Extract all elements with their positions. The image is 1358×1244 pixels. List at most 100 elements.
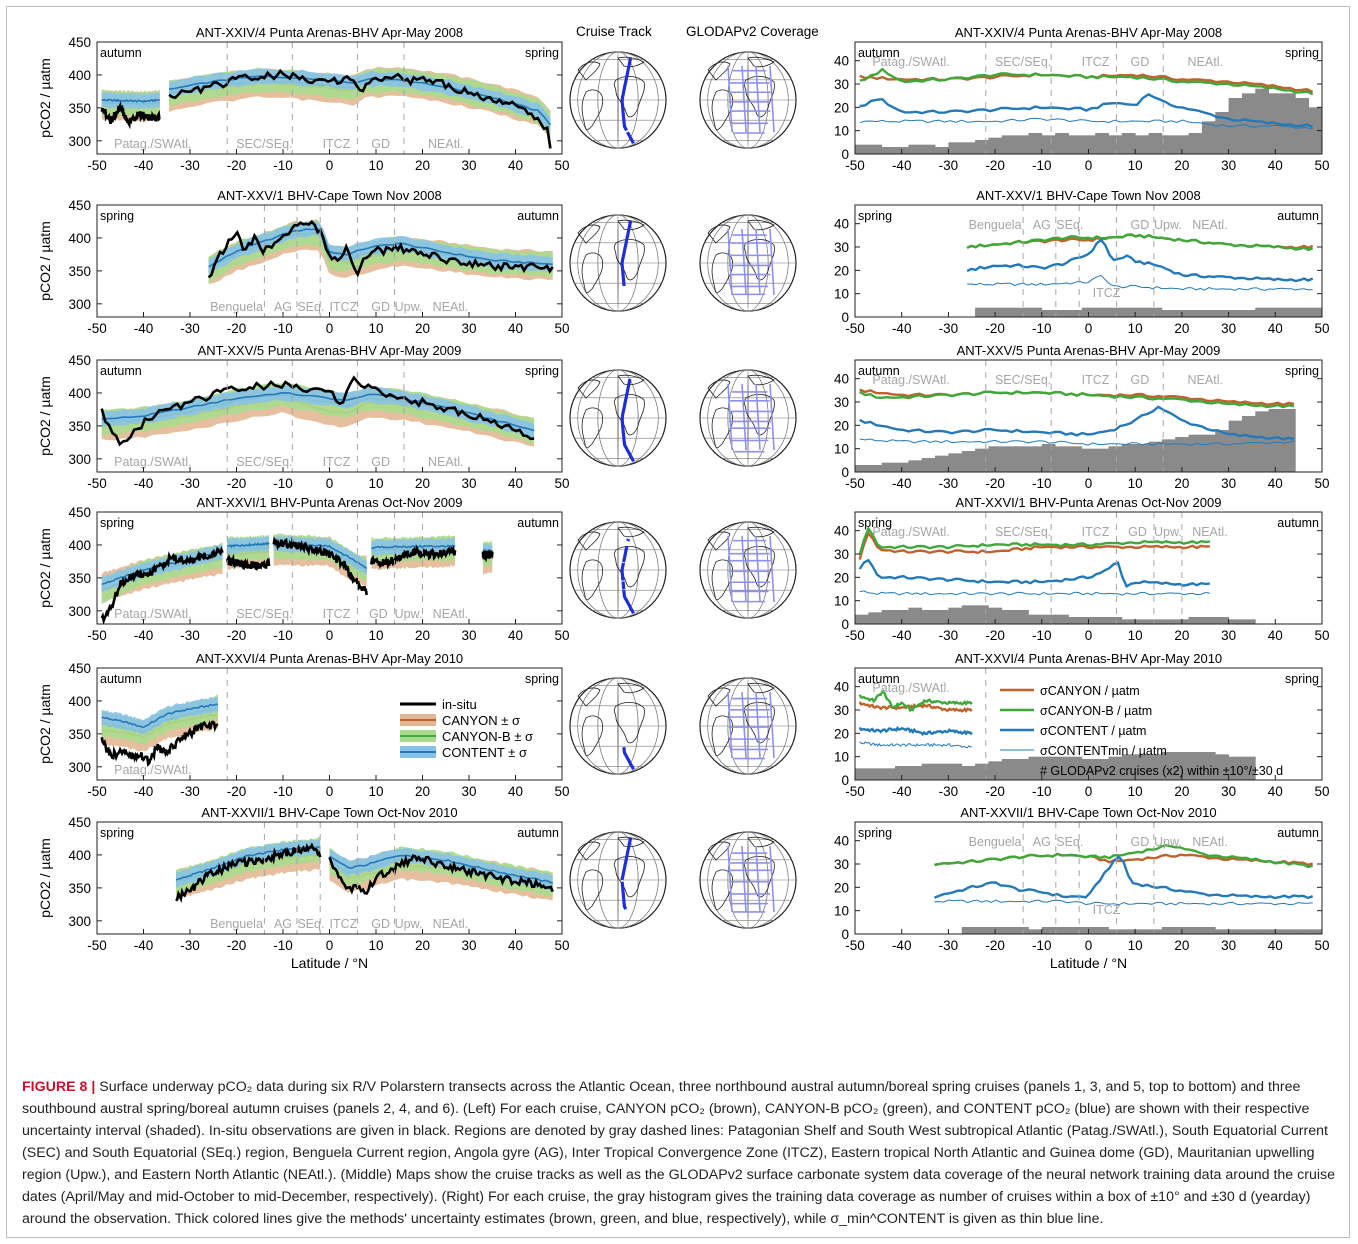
histogram-bar bbox=[1001, 446, 1016, 472]
x-tick-label: 30 bbox=[1221, 938, 1236, 953]
histogram-bar bbox=[855, 768, 869, 780]
histogram-bar bbox=[1228, 310, 1243, 317]
y-axis-label: pCO2 / µatm bbox=[37, 684, 53, 764]
histogram-bar bbox=[1068, 927, 1083, 934]
x-tick-label: -10 bbox=[273, 938, 293, 953]
season-left-label: spring bbox=[100, 209, 134, 223]
histogram-bar bbox=[1308, 929, 1323, 934]
region-label: GD bbox=[371, 137, 390, 151]
region-label: Upw. bbox=[1154, 218, 1182, 232]
uncertainty-panel: Benguela AG SEq. ITCZ GD Upw. NEAtl. ANT-XXVII/… bbox=[834, 805, 1330, 971]
content-line bbox=[371, 544, 456, 549]
y-tick-label: 20 bbox=[834, 418, 849, 433]
legend-label: CONTENT ± σ bbox=[442, 745, 527, 760]
x-tick-label: -40 bbox=[134, 158, 154, 173]
x-tick-label: -50 bbox=[87, 784, 107, 799]
histogram-bar bbox=[1228, 619, 1243, 624]
season-right-label: autumn bbox=[517, 209, 559, 223]
cruise-track-globe bbox=[569, 214, 667, 312]
x-tick-label: 30 bbox=[461, 476, 476, 491]
north-america-outline bbox=[707, 687, 731, 707]
histogram-bar bbox=[908, 766, 923, 780]
region-label: Benguela bbox=[969, 835, 1022, 849]
histogram-bar bbox=[988, 761, 1003, 780]
histogram-bar bbox=[1015, 446, 1029, 472]
season-left-label: autumn bbox=[100, 364, 142, 378]
histogram-bar bbox=[1041, 614, 1056, 624]
histogram-bar bbox=[1001, 135, 1016, 154]
x-tick-label: 10 bbox=[1128, 321, 1143, 336]
histogram-bar bbox=[1215, 430, 1229, 472]
region-label: NEAtl. bbox=[1192, 835, 1227, 849]
x-tick-label: 0 bbox=[326, 784, 334, 799]
x-tick-label: 0 bbox=[1085, 784, 1093, 799]
insitu-line bbox=[272, 536, 368, 596]
histogram-bar bbox=[1148, 307, 1163, 317]
graticule-meridian bbox=[577, 831, 659, 929]
histogram-bar bbox=[1108, 307, 1123, 317]
histogram-bar bbox=[1215, 754, 1229, 780]
x-tick-label: 40 bbox=[1268, 321, 1283, 336]
x-tick-label: -30 bbox=[180, 476, 200, 491]
panel-row-4: Patag./SWAtl. SEC/SEq. ITCZ GD Upw. NEAtl. ANT… bbox=[37, 495, 1330, 643]
region-label: GD bbox=[1130, 218, 1149, 232]
sigma-content-line bbox=[859, 405, 1295, 441]
histogram-bar bbox=[1081, 135, 1096, 154]
region-label: AG bbox=[274, 300, 292, 314]
histogram-bar bbox=[1095, 307, 1109, 317]
histogram-bar bbox=[1068, 310, 1083, 317]
x-tick-label: -20 bbox=[227, 784, 247, 799]
histogram-bar bbox=[1108, 446, 1123, 472]
x-tick-label: -30 bbox=[180, 938, 200, 953]
region-label: Patag./SWAtl. bbox=[114, 607, 191, 621]
africa-outline bbox=[613, 702, 645, 744]
coverage-track bbox=[755, 383, 761, 451]
sigma-content-line bbox=[858, 558, 1210, 588]
histogram-bar bbox=[1108, 617, 1123, 624]
histogram-bar bbox=[921, 458, 936, 472]
x-tick-label: 30 bbox=[1221, 158, 1236, 173]
uncertainty-panel: Patag./SWAtl. ANT-XXVI/4 Punta Arenas-BHV… bbox=[834, 651, 1330, 799]
histogram-bar bbox=[935, 147, 949, 154]
x-tick-label: -10 bbox=[273, 628, 293, 643]
map-header-cruise-track: Cruise Track bbox=[576, 24, 652, 39]
coverage-track bbox=[755, 65, 761, 133]
graticule-meridian bbox=[577, 369, 659, 467]
region-label: GD bbox=[371, 917, 390, 931]
plot-area bbox=[100, 375, 535, 447]
histogram-bar bbox=[1121, 929, 1136, 934]
histogram-bar bbox=[935, 763, 949, 780]
histogram-bar bbox=[1148, 754, 1163, 780]
panel-title: ANT-XXV/5 Punta Arenas-BHV Apr-May 2009 bbox=[957, 343, 1221, 358]
x-tick-label: 10 bbox=[368, 476, 383, 491]
coverage-track bbox=[741, 691, 747, 759]
europe-outline bbox=[747, 374, 775, 386]
x-tick-label: 40 bbox=[508, 476, 523, 491]
x-tick-label: 20 bbox=[415, 321, 430, 336]
sigma-content-line bbox=[966, 238, 1314, 283]
legend-label: # GLODAPv2 cruises (x2) within ±10°/±30 … bbox=[1040, 764, 1283, 778]
histogram-bar bbox=[1201, 434, 1216, 472]
coverage-globe bbox=[699, 521, 797, 619]
histogram-bar bbox=[881, 462, 896, 472]
north-america-outline bbox=[577, 531, 601, 551]
y-tick-label: 40 bbox=[834, 54, 849, 69]
histogram-bar bbox=[1241, 619, 1256, 624]
coverage-globe bbox=[699, 214, 797, 312]
y-tick-label: 0 bbox=[841, 310, 849, 325]
x-tick-label: -30 bbox=[939, 321, 959, 336]
africa-outline bbox=[743, 394, 775, 436]
y-tick-label: 300 bbox=[68, 452, 91, 467]
season-right-label: autumn bbox=[1277, 209, 1319, 223]
histogram-bar bbox=[1161, 135, 1176, 154]
panel-title: ANT-XXIV/4 Punta Arenas-BHV Apr-May 2008 bbox=[196, 25, 463, 40]
histogram-bar bbox=[1241, 929, 1256, 934]
histogram-bar bbox=[1201, 927, 1216, 934]
y-tick-label: 40 bbox=[834, 680, 849, 695]
y-tick-label: 0 bbox=[841, 773, 849, 788]
y-tick-label: 30 bbox=[834, 240, 849, 255]
x-tick-label: -10 bbox=[273, 158, 293, 173]
north-america-outline bbox=[577, 379, 601, 399]
pco2-panel: Patag./SWAtl. SEC/SEq. ITCZ GD NEAtl. ANT-XXI… bbox=[37, 25, 570, 173]
